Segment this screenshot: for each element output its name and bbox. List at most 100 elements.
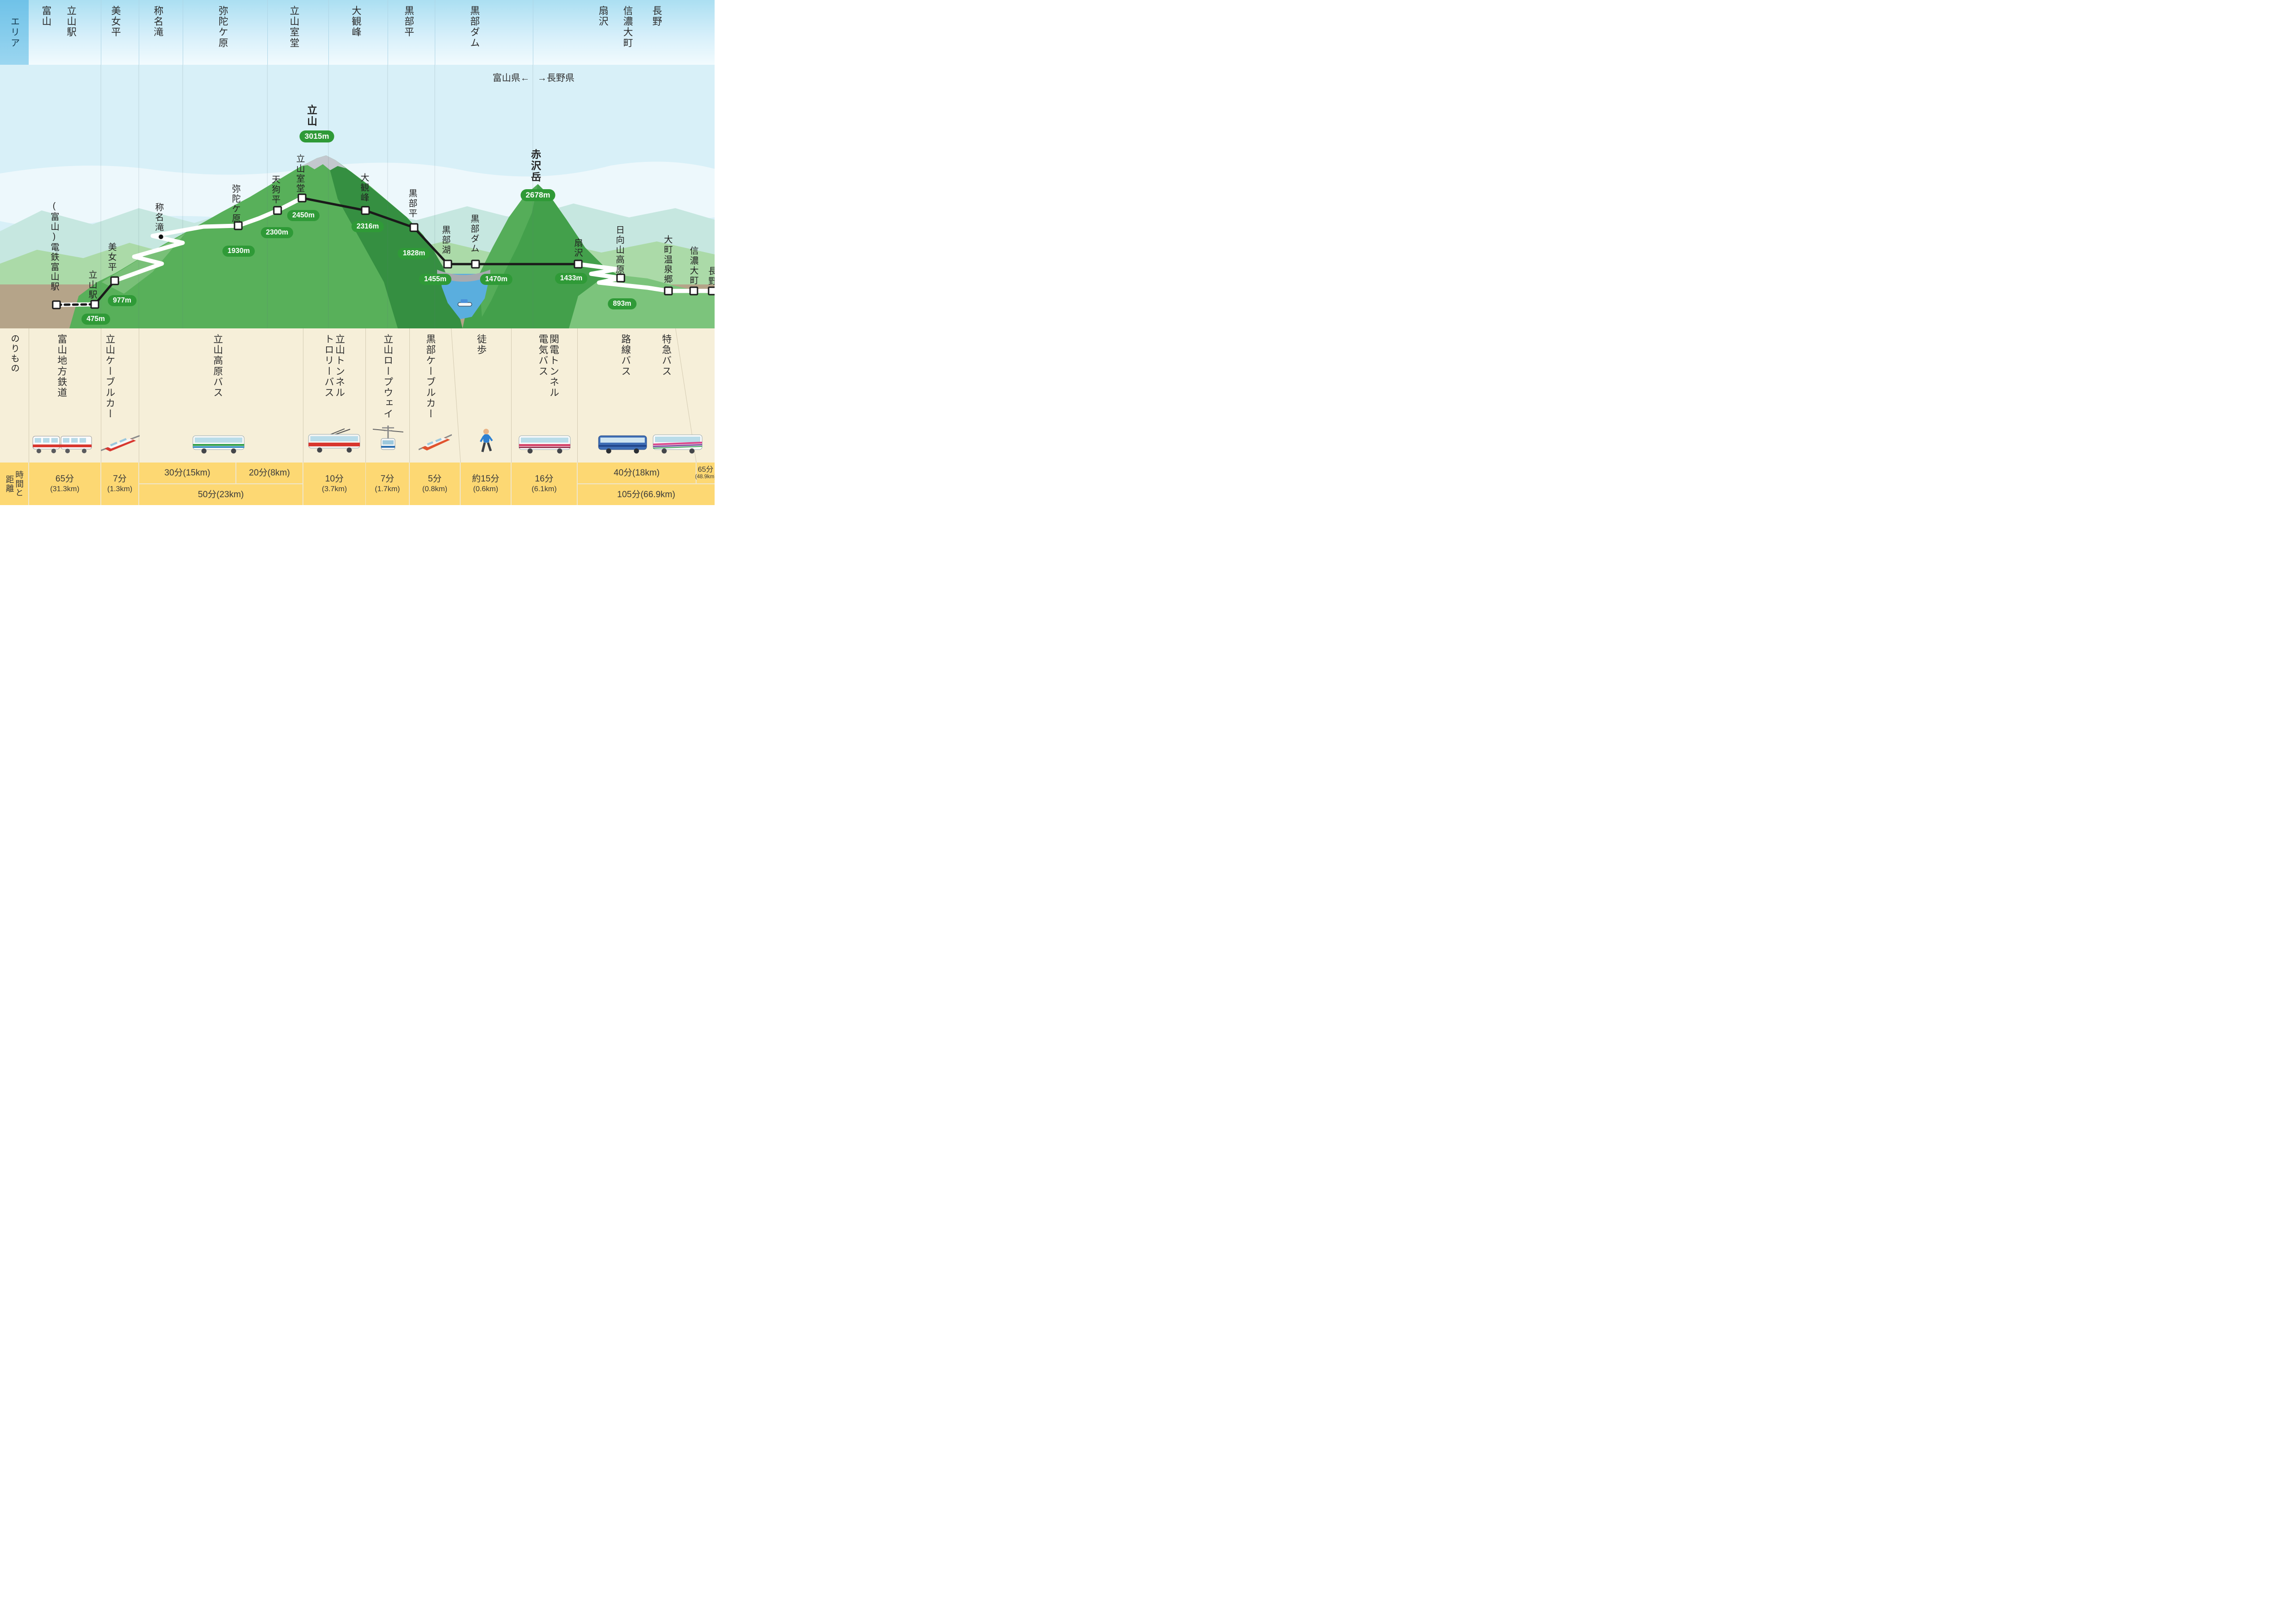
time-value: 16分 (535, 474, 554, 484)
time-value: 30分(15km) (164, 468, 210, 478)
elevation-badge-tateyama-sta: 475m (81, 314, 110, 325)
transport-mode-express-bus: 特急バス (660, 334, 672, 377)
label-midagahara: 弥陀ケ原 (230, 184, 241, 224)
label-kurobe-dam: 黒部ダム (469, 214, 479, 254)
distance-value: (48.9km) (695, 474, 715, 480)
header-station-tateyama-sta: 立山駅 (66, 6, 76, 38)
time-value: 約15分 (472, 474, 500, 484)
distance-value: (0.6km) (473, 485, 499, 493)
distance-value: (3.7km) (321, 485, 347, 493)
transport-divider (409, 328, 410, 463)
time-value: 5分 (428, 474, 442, 484)
time-cell-express-bus: 65分 (48.9km) (695, 463, 715, 483)
station-marker (90, 300, 99, 309)
area-label: エリア (0, 0, 29, 65)
label-tengudaira: 天狗平 (270, 175, 280, 204)
transport-mode-trolley-bus: 立山トンネルトロリーバス (323, 334, 345, 398)
time-cell-walk: 約15分 (0.6km) (461, 463, 511, 505)
distance-value: (6.1km) (531, 485, 557, 493)
label-kurobeko: 黒部湖 (440, 225, 451, 255)
distance-value: (0.8km) (422, 485, 448, 493)
elevation-badge-kurobe-dam: 1470m (480, 274, 513, 285)
station-marker (443, 259, 452, 269)
route-cablecar-2 (413, 226, 449, 265)
station-marker (689, 286, 698, 296)
route-ropeway (364, 209, 415, 229)
elevation-badge-daikanbo: 2316m (351, 221, 384, 232)
right-foothills (569, 275, 715, 328)
time-cell-cablecar2: 5分 (0.8km) (410, 463, 460, 505)
station-marker (361, 206, 370, 215)
time-value: 65分 (55, 474, 74, 484)
time-value: 50分(23km) (198, 489, 244, 500)
time-section-label: 時間と距離 (5, 470, 24, 498)
time-cell-right-total: 105分(66.9km) (578, 484, 715, 505)
label-dentetsu-toyama: (富山)電鉄富山駅 (49, 201, 59, 292)
station-marker (708, 286, 715, 296)
station-marker (297, 193, 307, 203)
station-marker (664, 286, 673, 296)
highland-bus-icon (192, 434, 245, 454)
time-value: 10分 (325, 474, 344, 484)
station-marker (574, 259, 583, 269)
cable-car-icon (419, 429, 452, 452)
header: エリア 富山 立山駅 美女平 称名滝 弥陀ケ原 立山室堂 大観峰 黒部平 黒部ダ… (0, 0, 715, 65)
transport-mode-walk: 徒歩 (475, 334, 487, 356)
label-nagano: 長野 (707, 266, 715, 286)
label-shomyodaki: 称名滝 (154, 203, 164, 232)
transport-divider (365, 328, 366, 463)
station-marker (52, 300, 61, 309)
elevation-badge-kurobeko: 1455m (419, 274, 452, 285)
route-bus-icon (598, 434, 648, 454)
label-daikanbo: 大観峰 (359, 173, 369, 203)
transport-mode-local-bus: 路線バス (620, 334, 631, 377)
time-value: 65分 (697, 465, 714, 474)
label-murodo: 立山室堂 (295, 154, 305, 194)
label-tateyama-sta: 立山駅 (87, 270, 97, 300)
header-station-ogizawa: 扇沢 (598, 6, 608, 27)
elevation-badge-tateyama-peak: 3015m (299, 130, 334, 142)
tateyama-kurobe-alpine-route-map: エリア 富山 立山駅 美女平 称名滝 弥陀ケ原 立山室堂 大観峰 黒部平 黒部ダ… (0, 0, 715, 505)
transport-divider (511, 328, 512, 463)
time-cell-chitetsu: 65分 (31.3km) (29, 463, 100, 505)
shomyodaki-point (159, 235, 163, 239)
prefecture-toyama: 富山県← (493, 73, 530, 83)
route-highland-road (112, 196, 304, 283)
label-bijodaira: 美女平 (106, 242, 117, 272)
label-kurobedaira: 黒部平 (407, 189, 417, 218)
station-marker (409, 223, 419, 232)
header-station-kurobedaira: 黒部平 (403, 6, 414, 38)
elevation-badge-hinatayama: 893m (608, 298, 636, 309)
electric-bus-icon (518, 434, 571, 454)
distance-value: (31.3km) (50, 485, 80, 493)
time-cell-cablecar1: 7分 (1.3km) (101, 463, 138, 505)
label-peak-tateyama: 立山 (306, 105, 317, 128)
time-value: 7分 (380, 474, 395, 484)
label-hinatayama: 日向山高原 (614, 225, 624, 275)
elevation-badge-tengudaira: 2300m (260, 227, 294, 238)
prefecture-nagano: →長野県 (537, 73, 574, 83)
label-omachi-onsen: 大町温泉郷 (662, 235, 673, 284)
transport-section-label: のりもの (9, 334, 19, 374)
time-cell-local-bus: 40分(18km) (578, 463, 696, 483)
station-markers (52, 193, 715, 309)
station-marker (234, 221, 243, 230)
header-divider (328, 0, 329, 65)
transport-mode-cablecar1: 立山ケーブルカー (104, 334, 115, 420)
route-rail-dash (55, 303, 96, 306)
transport-mode-highland-bus: 立山高原バス (212, 334, 223, 398)
time-cell-ropeway: 7分 (1.7km) (366, 463, 409, 505)
distance-value: (1.7km) (375, 485, 400, 493)
station-marker (110, 276, 119, 285)
header-station-daikanbo: 大観峰 (351, 6, 361, 38)
station-marker (273, 206, 282, 215)
time-value: 40分(18km) (613, 468, 660, 478)
header-station-murodo: 立山室堂 (289, 6, 299, 49)
station-marker (616, 273, 625, 283)
header-station-bijodaira: 美女平 (110, 6, 121, 38)
time-cell-highland-bus-a: 30分(15km) (139, 463, 235, 483)
header-station-toyama: 富山 (41, 6, 51, 27)
local-train-icon (32, 432, 93, 455)
tateyama-shadow (326, 155, 463, 328)
header-station-shomyodaki: 称名滝 (153, 6, 163, 38)
